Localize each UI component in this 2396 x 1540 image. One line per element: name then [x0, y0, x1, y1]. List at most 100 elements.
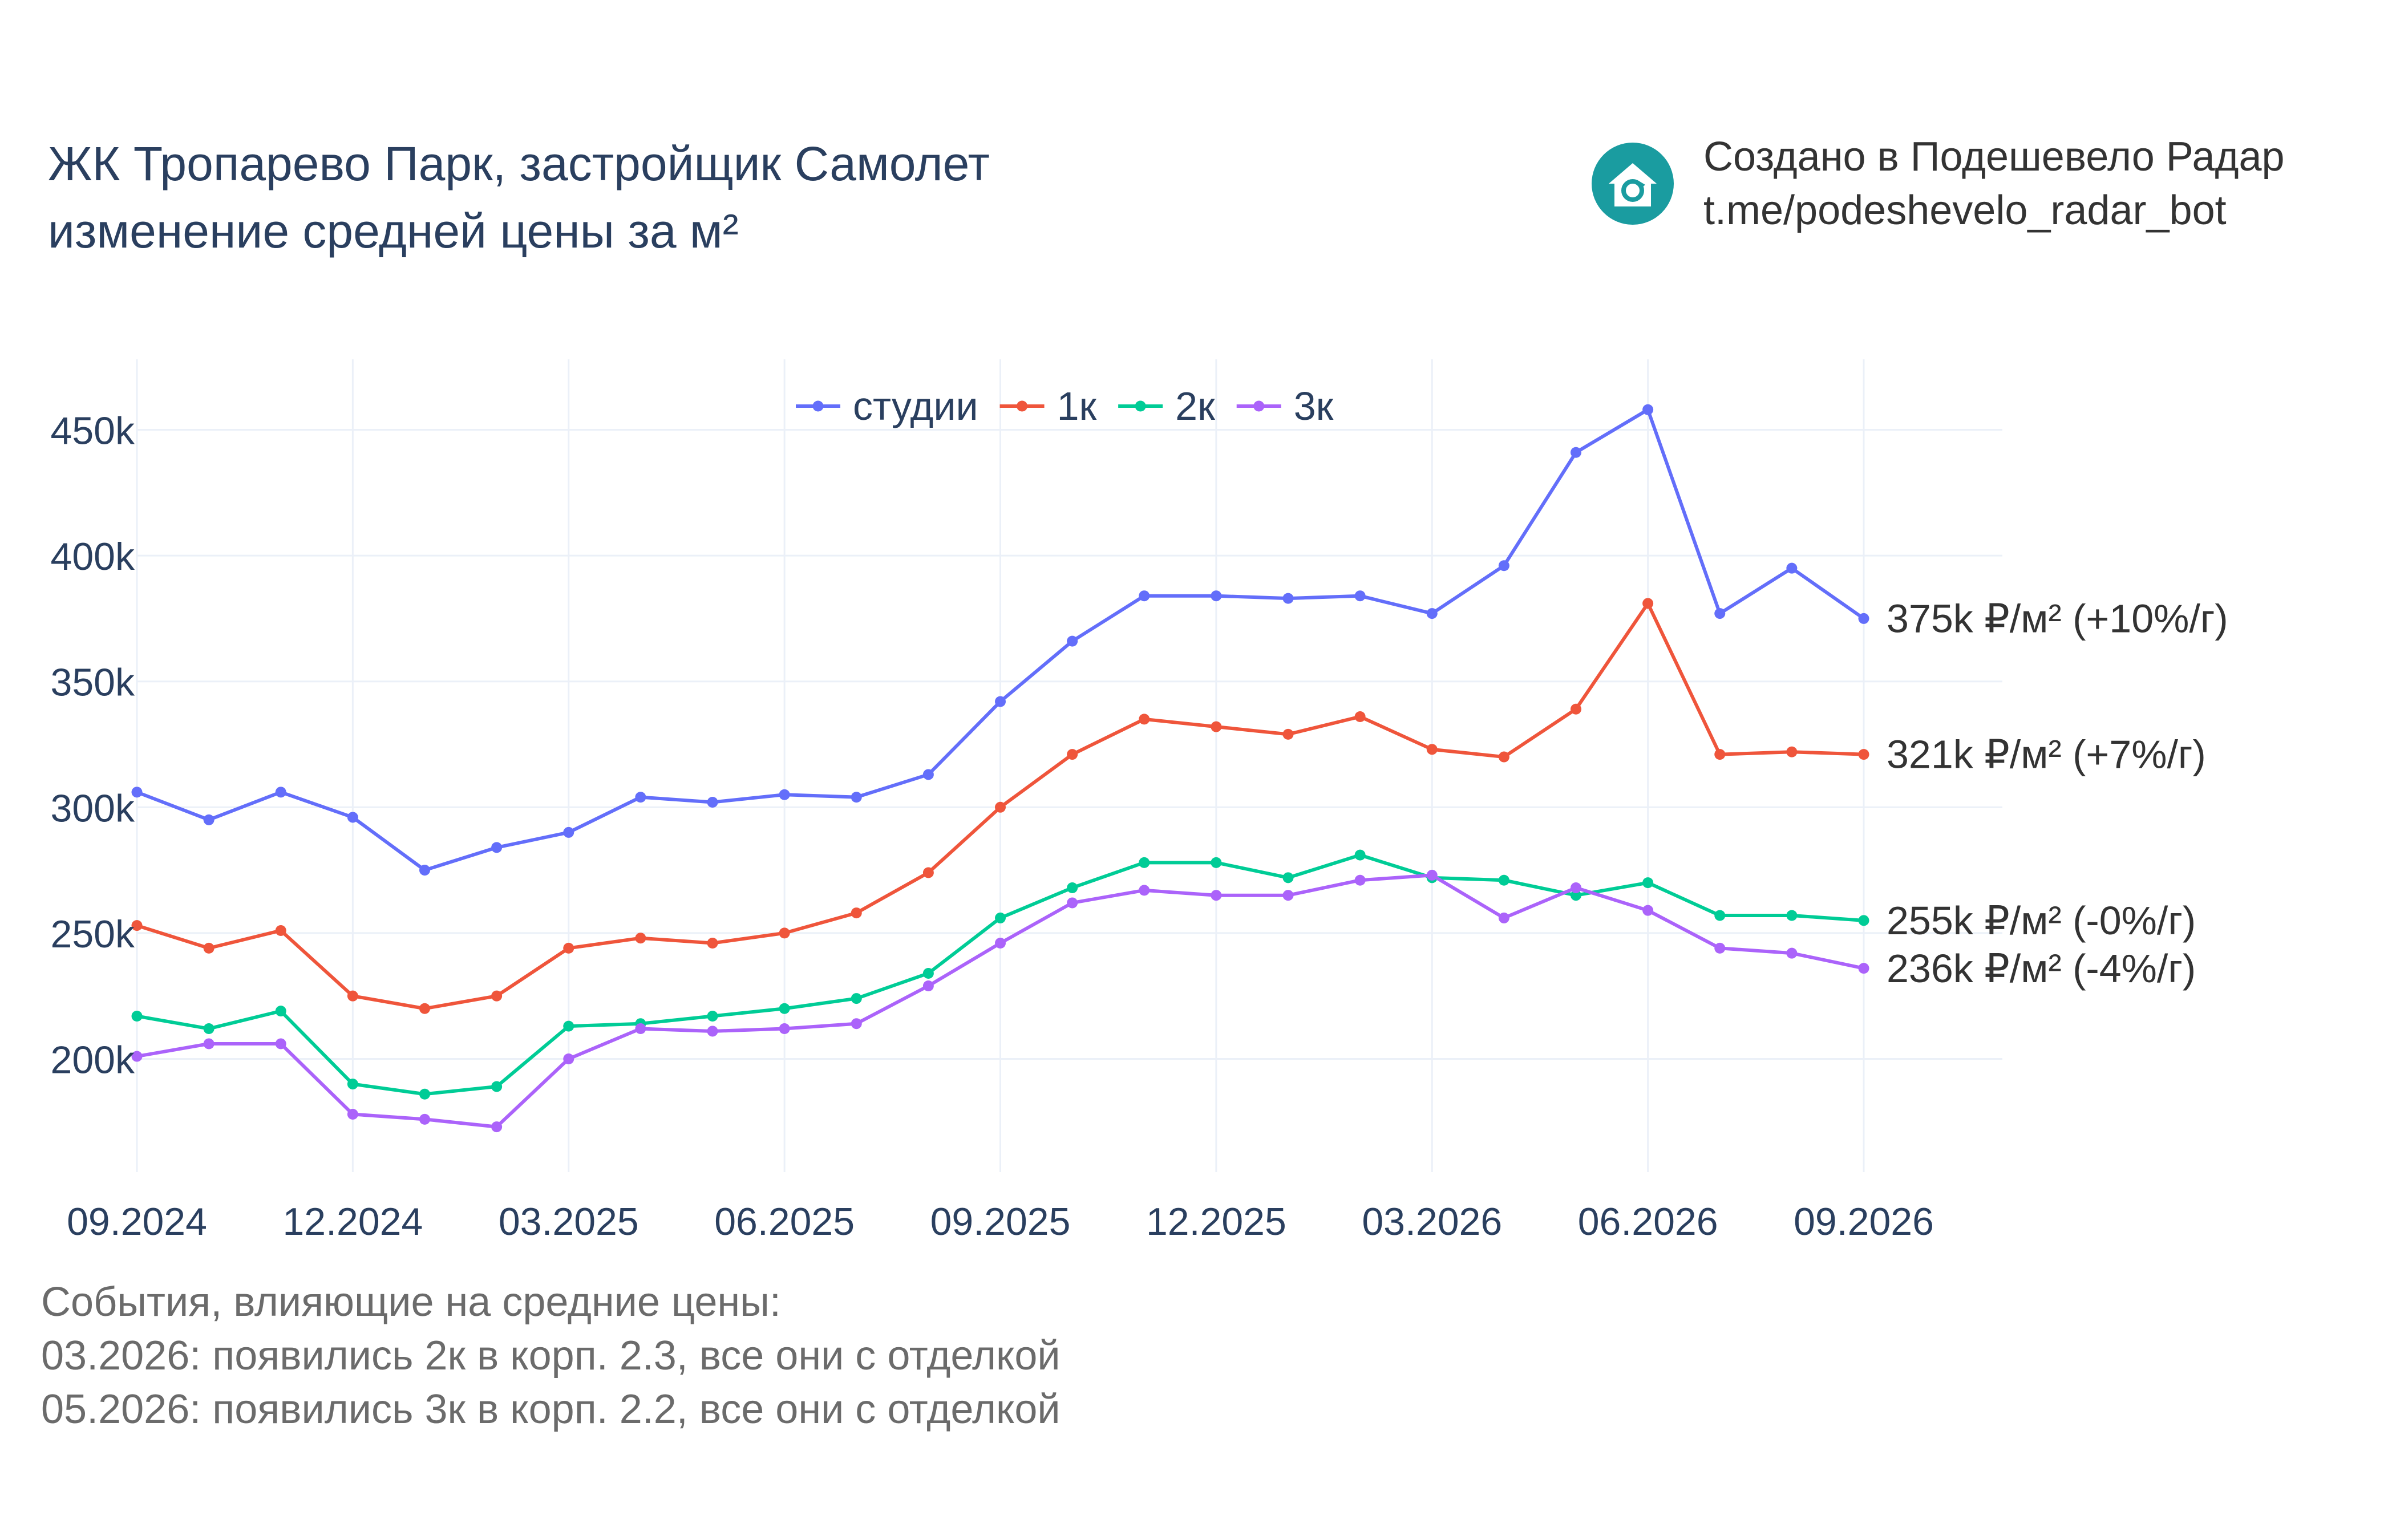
data-point[interactable]	[1498, 751, 1509, 763]
data-point[interactable]	[851, 1018, 862, 1030]
data-point[interactable]	[1282, 872, 1294, 884]
data-point[interactable]	[491, 842, 503, 853]
data-point[interactable]	[922, 967, 934, 979]
data-point[interactable]	[563, 1020, 574, 1032]
data-point[interactable]	[1642, 404, 1654, 415]
data-point[interactable]	[707, 1026, 718, 1037]
data-point[interactable]	[1786, 562, 1798, 574]
data-point[interactable]	[1211, 890, 1222, 901]
data-point[interactable]	[779, 1003, 790, 1014]
data-point[interactable]	[1786, 746, 1798, 757]
data-point[interactable]	[1642, 905, 1654, 916]
data-point[interactable]	[347, 1109, 358, 1120]
data-point[interactable]	[851, 792, 862, 803]
data-point[interactable]	[1139, 714, 1150, 725]
data-point[interactable]	[563, 942, 574, 954]
data-point[interactable]	[203, 814, 214, 825]
data-point[interactable]	[1571, 703, 1581, 715]
data-point[interactable]	[779, 789, 790, 800]
data-point[interactable]	[779, 927, 790, 939]
data-point[interactable]	[419, 865, 430, 876]
data-point[interactable]	[347, 1079, 358, 1090]
data-point[interactable]	[1571, 882, 1581, 893]
data-point[interactable]	[563, 1053, 574, 1064]
data-point[interactable]	[1211, 590, 1222, 602]
data-point[interactable]	[922, 867, 934, 878]
data-point[interactable]	[1211, 857, 1222, 868]
data-point[interactable]	[995, 938, 1006, 949]
data-point[interactable]	[1571, 447, 1581, 458]
data-point[interactable]	[635, 933, 646, 944]
data-point[interactable]	[1858, 915, 1869, 926]
data-point[interactable]	[203, 942, 214, 954]
data-point[interactable]	[922, 980, 934, 992]
data-point[interactable]	[131, 920, 143, 931]
data-point[interactable]	[1642, 598, 1654, 609]
legend-item[interactable]: 2к	[1118, 384, 1215, 428]
data-point[interactable]	[851, 993, 862, 1004]
data-point[interactable]	[1786, 947, 1798, 959]
data-point[interactable]	[1354, 590, 1366, 602]
data-point[interactable]	[1571, 890, 1581, 901]
data-point[interactable]	[131, 1010, 143, 1022]
data-point[interactable]	[1426, 869, 1438, 881]
data-point[interactable]	[131, 787, 143, 798]
data-point[interactable]	[1714, 608, 1726, 619]
data-point[interactable]	[1858, 963, 1869, 974]
data-point[interactable]	[995, 696, 1006, 707]
data-point[interactable]	[1642, 877, 1654, 889]
data-point[interactable]	[203, 1038, 214, 1049]
data-point[interactable]	[1498, 874, 1509, 886]
data-point[interactable]	[922, 769, 934, 780]
data-point[interactable]	[707, 796, 718, 808]
data-point[interactable]	[131, 1051, 143, 1062]
data-point[interactable]	[1858, 613, 1869, 624]
data-point[interactable]	[1354, 849, 1366, 861]
data-point[interactable]	[203, 1023, 214, 1035]
data-point[interactable]	[635, 1023, 646, 1035]
data-point[interactable]	[1858, 749, 1869, 760]
data-point[interactable]	[1211, 721, 1222, 732]
data-point[interactable]	[275, 925, 286, 936]
data-point[interactable]	[419, 1003, 430, 1014]
data-point[interactable]	[1426, 744, 1438, 755]
legend-item[interactable]: 1к	[999, 384, 1097, 428]
legend-item[interactable]: 3к	[1236, 384, 1334, 428]
data-point[interactable]	[1714, 910, 1726, 921]
brand-link[interactable]: t.me/podeshevelo_radar_bot	[1703, 188, 2227, 233]
data-point[interactable]	[851, 907, 862, 919]
data-point[interactable]	[635, 792, 646, 803]
data-point[interactable]	[1067, 882, 1078, 893]
data-point[interactable]	[1498, 912, 1509, 923]
data-point[interactable]	[491, 990, 503, 1002]
data-point[interactable]	[1714, 749, 1726, 760]
data-point[interactable]	[275, 1038, 286, 1049]
data-point[interactable]	[1498, 560, 1509, 572]
data-point[interactable]	[1139, 857, 1150, 868]
data-point[interactable]	[1067, 897, 1078, 909]
data-point[interactable]	[707, 1010, 718, 1022]
data-point[interactable]	[275, 787, 286, 798]
data-point[interactable]	[347, 812, 358, 823]
data-point[interactable]	[491, 1121, 503, 1133]
data-point[interactable]	[995, 912, 1006, 923]
data-point[interactable]	[779, 1023, 790, 1035]
data-point[interactable]	[1282, 728, 1294, 740]
data-point[interactable]	[1282, 593, 1294, 604]
data-point[interactable]	[707, 938, 718, 949]
data-point[interactable]	[1139, 885, 1150, 896]
data-point[interactable]	[1067, 749, 1078, 760]
data-point[interactable]	[1786, 910, 1798, 921]
data-point[interactable]	[563, 826, 574, 838]
data-point[interactable]	[419, 1113, 430, 1125]
legend-item[interactable]: студии	[796, 384, 978, 428]
data-point[interactable]	[419, 1088, 430, 1100]
data-point[interactable]	[275, 1006, 286, 1017]
data-point[interactable]	[1354, 874, 1366, 886]
data-point[interactable]	[347, 990, 358, 1002]
data-point[interactable]	[1354, 711, 1366, 722]
data-point[interactable]	[1067, 635, 1078, 647]
data-point[interactable]	[995, 801, 1006, 813]
data-point[interactable]	[491, 1081, 503, 1092]
data-point[interactable]	[1426, 608, 1438, 619]
